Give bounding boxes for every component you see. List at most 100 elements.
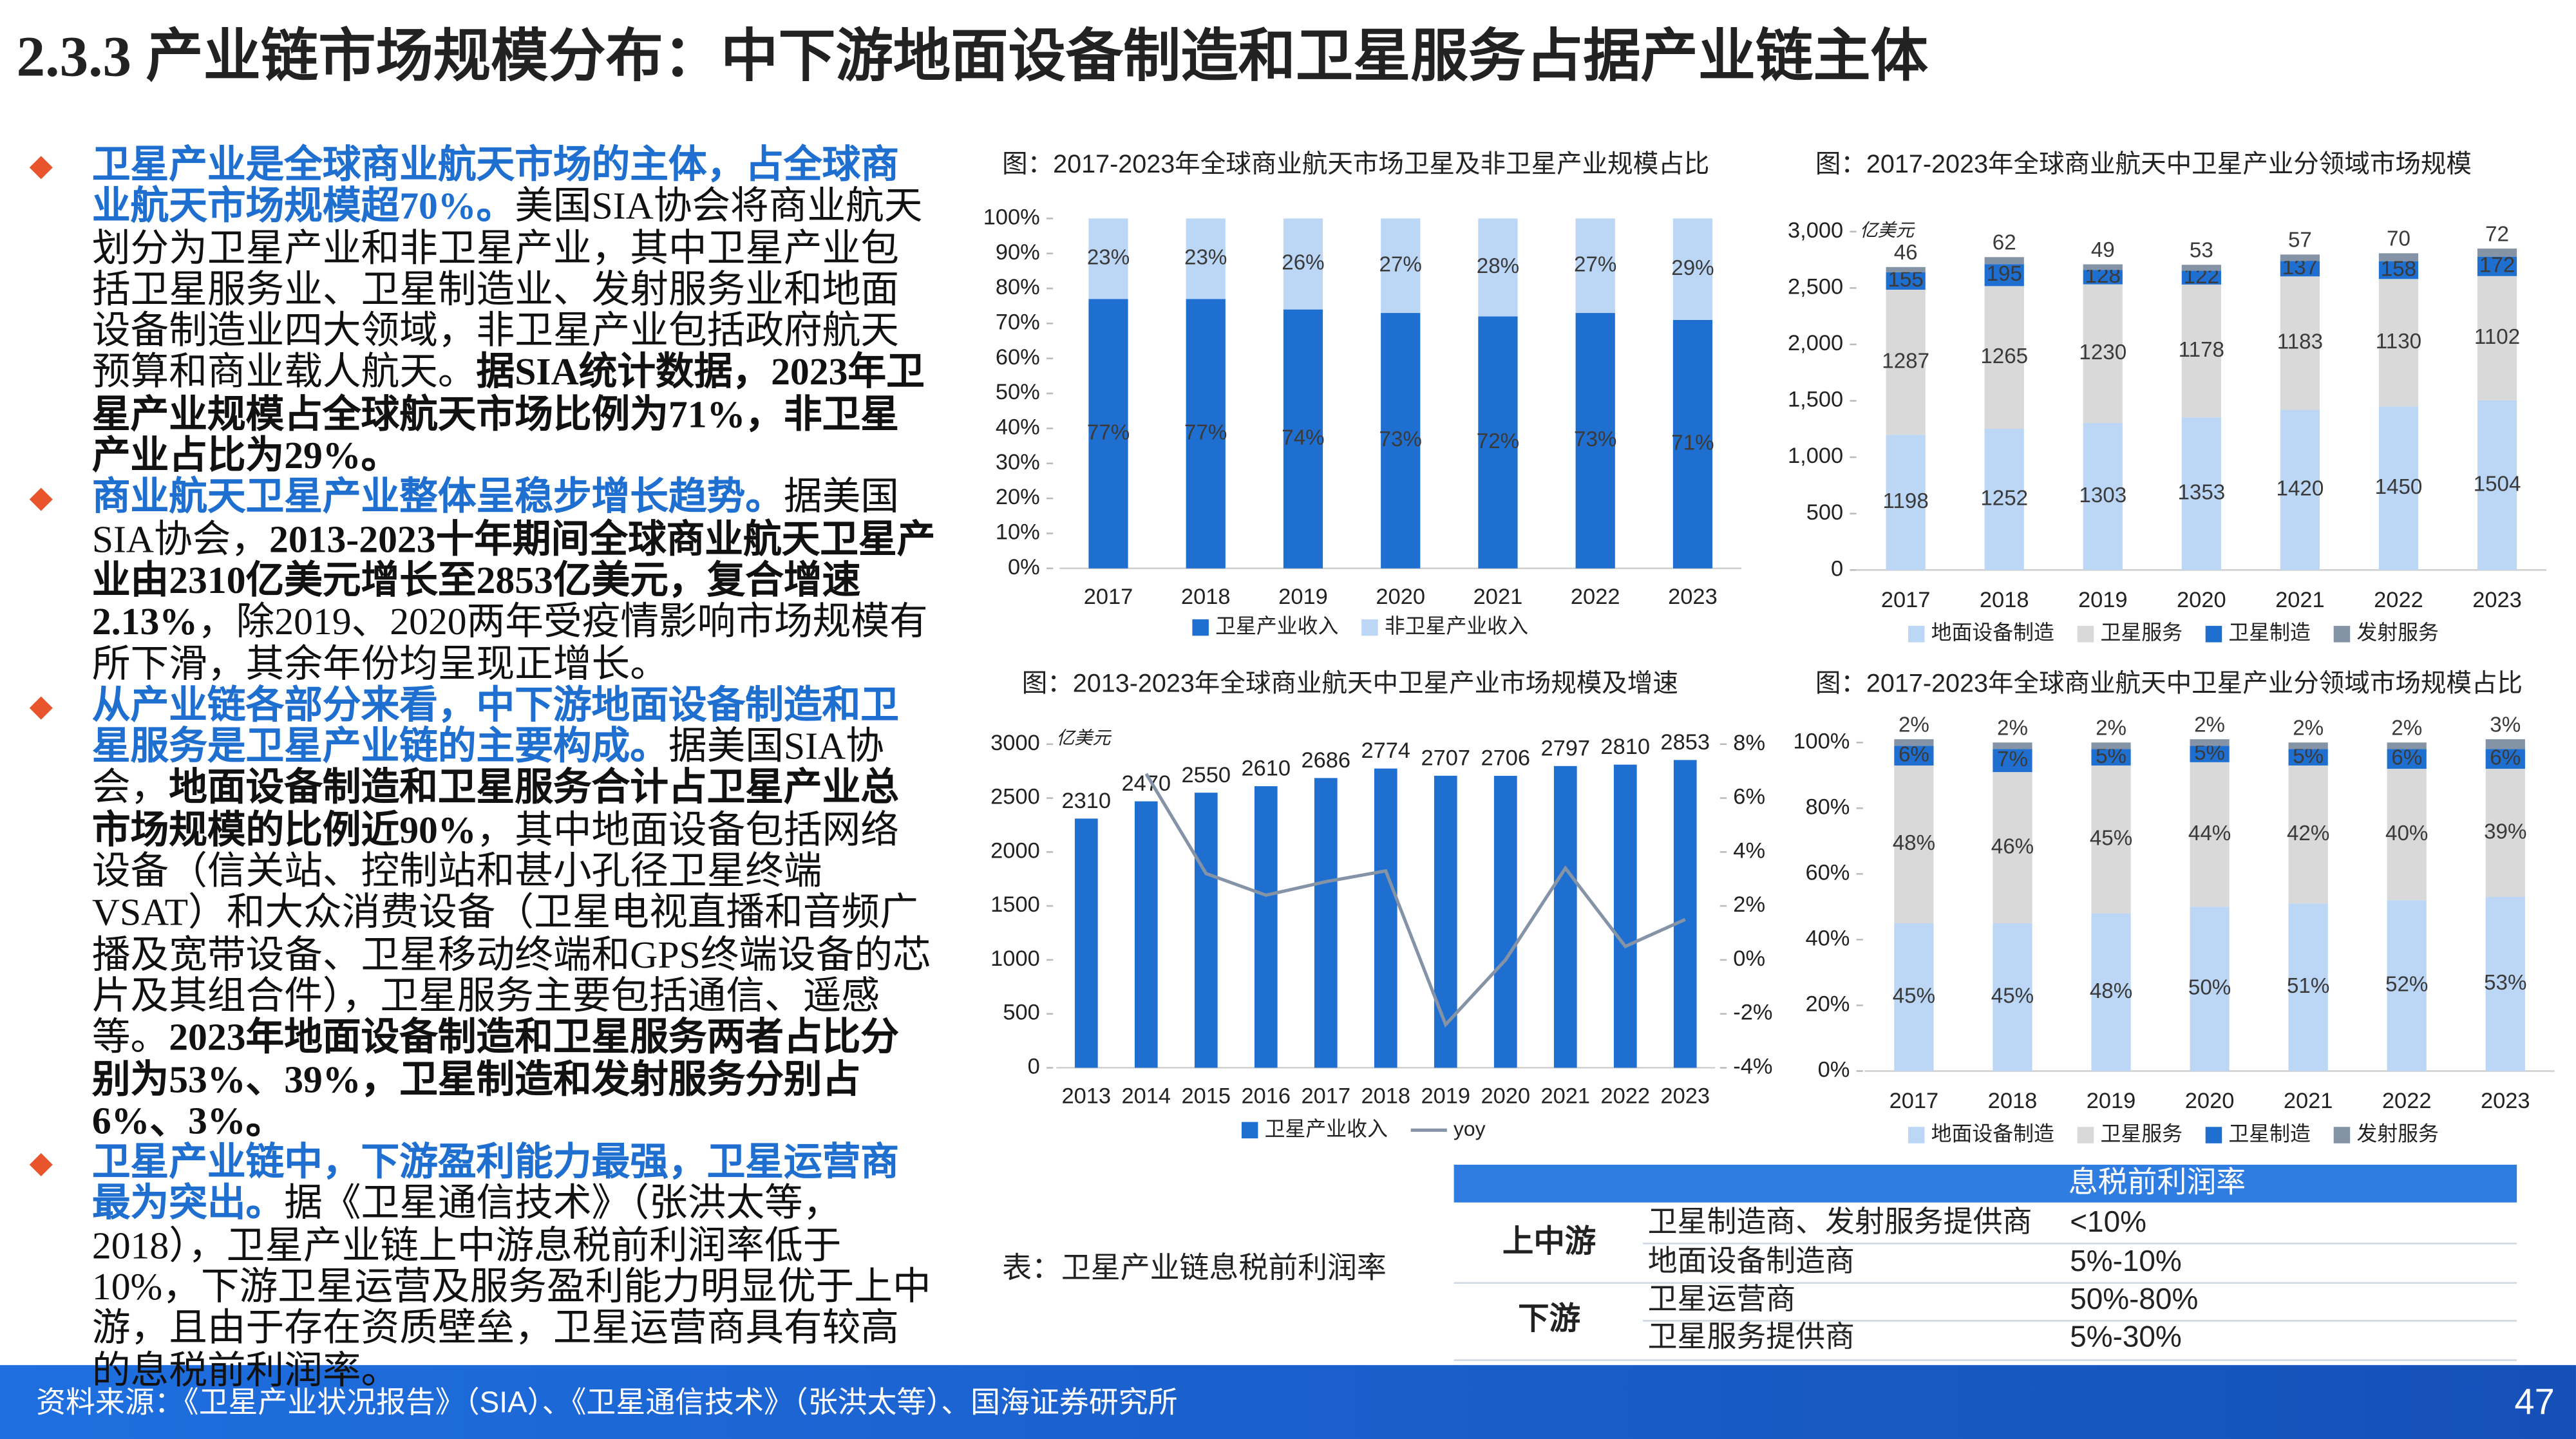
x-tick-label: 2020 xyxy=(2185,1089,2235,1113)
data-label: 1504 xyxy=(2474,472,2521,496)
bar-segment xyxy=(2083,270,2123,285)
bar-segment xyxy=(1984,257,2024,265)
bar xyxy=(1194,793,1218,1068)
y-tick-label: 1,500 xyxy=(1788,388,1843,412)
bar xyxy=(1254,786,1278,1068)
data-label: 62 xyxy=(1993,231,2016,255)
x-tick-label: 2018 xyxy=(1361,1084,1410,1108)
y-tick-label: -4% xyxy=(1733,1055,1772,1079)
legend-swatch xyxy=(1908,626,1925,643)
table-rules xyxy=(1454,1243,2517,1361)
bar xyxy=(1673,760,1697,1068)
bar-segment xyxy=(2387,742,2427,749)
table-group: 下游 xyxy=(1518,1301,1580,1336)
chart-title: 图：2017-2023年全球商业航天市场卫星及非卫星产业规模占比 xyxy=(1002,150,1709,178)
data-label: 45% xyxy=(1893,984,1935,1008)
text-run: 卫星产业是全球商业航天市场的主体，占全球商业航天市场规模超70%。 xyxy=(91,144,899,229)
x-tick-label: 2017 xyxy=(1881,588,1931,612)
data-label: 1420 xyxy=(2277,477,2324,501)
y-tick-label: 0% xyxy=(1818,1058,1850,1082)
bar-segment xyxy=(2387,900,2427,1071)
table-cell: 卫星服务提供商 xyxy=(1648,1320,1855,1353)
y-tick-label: 90% xyxy=(996,240,1040,265)
bar xyxy=(1613,764,1637,1068)
y-tick-label: 2% xyxy=(1733,892,1765,917)
x-tick-label: 2022 xyxy=(1571,585,1620,609)
bar-segment xyxy=(2378,261,2419,279)
y-tick-label: 60% xyxy=(996,345,1040,370)
bullet: 卫星产业是全球商业航天市场的主体，占全球商业航天市场规模超70%。美国SIA协会… xyxy=(91,144,936,478)
bar-segment xyxy=(2083,264,2123,270)
y-tick-label: 6% xyxy=(1733,785,1765,809)
bar xyxy=(1314,778,1338,1068)
data-label: 45% xyxy=(2090,827,2132,851)
data-label: 72% xyxy=(1477,429,1519,453)
x-tick-label: 2019 xyxy=(1421,1084,1470,1108)
data-label: 1198 xyxy=(1883,489,1929,513)
bar-segment xyxy=(2477,276,2517,400)
bar-segment xyxy=(1886,272,1926,290)
bar-segment xyxy=(1381,218,1421,314)
bar-segment xyxy=(1993,923,2032,1071)
bar-segment xyxy=(1283,309,1323,569)
legend-swatch xyxy=(2205,1127,2222,1143)
bar-segment xyxy=(2181,284,2221,418)
data-label: 1130 xyxy=(2376,330,2421,353)
text-run: 据《卫星通信技术》（张洪太等，2018），卫星产业链上中游息税前利润率低于10%… xyxy=(91,1183,931,1393)
legend-label: 卫星产业收入 xyxy=(1215,614,1338,637)
x-tick-label: 2021 xyxy=(2284,1089,2333,1113)
bar-segment xyxy=(1984,264,2024,287)
bar-segment xyxy=(2280,276,2320,410)
data-label: 1353 xyxy=(2177,481,2225,505)
bar-segment xyxy=(1088,218,1128,299)
bar-segment xyxy=(1575,313,1615,569)
y-tick-label: 100% xyxy=(983,205,1040,229)
y-tick-label: 3,000 xyxy=(1788,218,1843,243)
bullet: 卫星产业链中，下游盈利能力最强，卫星运营商最为突出。据《卫星通信技术》（张洪太等… xyxy=(91,1142,936,1393)
x-tick-label: 2021 xyxy=(1473,585,1523,609)
bar-segment xyxy=(2280,254,2320,261)
bar-segment xyxy=(2280,409,2320,570)
data-label: 2610 xyxy=(1241,757,1291,781)
y-tick-label: 2000 xyxy=(990,838,1040,863)
x-tick-label: 2020 xyxy=(1481,1084,1530,1108)
data-label: 3% xyxy=(2490,713,2521,737)
bar xyxy=(1493,776,1517,1068)
x-tick-label: 2023 xyxy=(1668,585,1718,609)
bar-segment xyxy=(1478,218,1518,317)
bar-segment xyxy=(1894,746,1934,766)
x-tick-label: 2017 xyxy=(1889,1089,1939,1113)
bar-segment xyxy=(2288,765,2328,904)
bar-segment xyxy=(2485,769,2525,898)
y-tick-label: 0% xyxy=(1008,555,1040,579)
data-label: 39% xyxy=(2484,820,2526,843)
text-run: 地面设备制造和卫星服务合计占卫星产业总市场规模的比例近90% xyxy=(91,767,899,852)
x-tick-label: 2023 xyxy=(2481,1089,2530,1113)
legend-label: 卫星制造 xyxy=(2228,621,2310,644)
text-run: 卫星产业链中，下游盈利能力最强，卫星运营商最为突出。 xyxy=(91,1142,899,1227)
x-tick-label: 2017 xyxy=(1301,1084,1350,1108)
text-run: 美国SIA协会将商业航天划分为卫星产业和非卫星产业，其中卫星产业包括卫星服务业、… xyxy=(91,186,923,395)
table-cell: 5%-10% xyxy=(2070,1244,2182,1277)
legend-swatch xyxy=(2077,626,2094,643)
slide-title: 2.3.3 产业链市场规模分布：中下游地面设备制造和卫星服务占据产业链主体 xyxy=(17,24,1929,88)
data-label: 1183 xyxy=(2277,330,2323,354)
x-tick-label: 2014 xyxy=(1121,1084,1171,1108)
data-label: 53% xyxy=(2484,971,2526,995)
data-label: 6% xyxy=(2391,746,2422,770)
y-tick-label: 40% xyxy=(1805,926,1850,950)
y-tick-label: 500 xyxy=(1003,1001,1039,1025)
body-text: 卫星产业是全球商业航天市场的主体，占全球商业航天市场规模超70%。美国SIA协会… xyxy=(91,144,936,1393)
y-tick-label: 40% xyxy=(996,415,1040,439)
bar-segment xyxy=(2288,903,2328,1071)
x-tick-label: 2020 xyxy=(1376,585,1425,609)
table-caption: 表：卫星产业链息税前利润率 xyxy=(1002,1250,1387,1284)
legend-swatch xyxy=(2077,1127,2094,1143)
data-label: 2706 xyxy=(1481,746,1530,771)
legend-swatch xyxy=(2333,626,2351,643)
axis-unit: 亿美元 xyxy=(1056,728,1112,748)
y-tick-label: 2500 xyxy=(990,785,1040,809)
text-run: ，其中地面设备包括网络设备（信关站、控制站和甚小孔径卫星终端VSAT）和大众消费… xyxy=(91,809,931,1060)
